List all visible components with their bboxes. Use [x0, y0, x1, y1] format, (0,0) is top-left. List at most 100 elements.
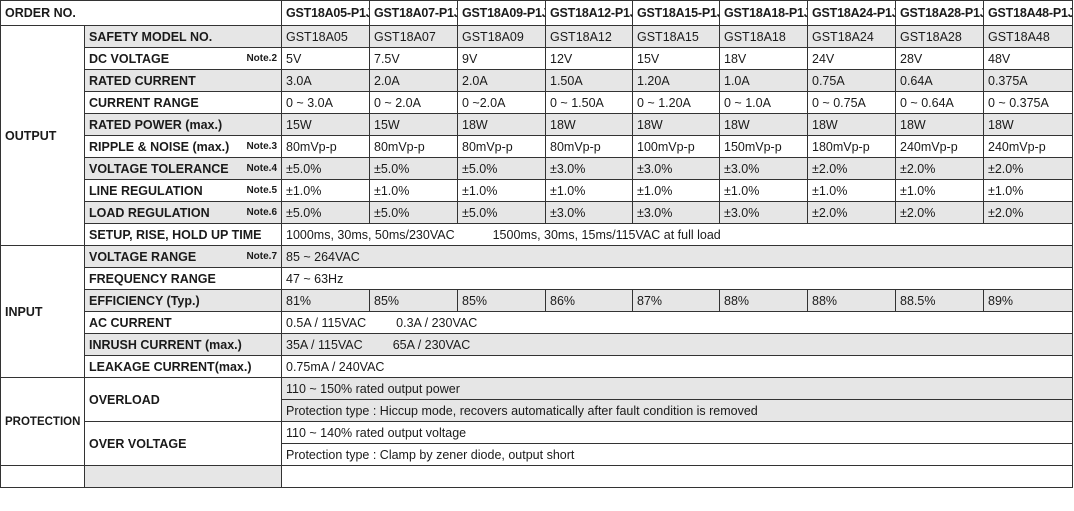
value-cell: 0 ~ 0.375A [983, 91, 1073, 114]
efficiency-value: 89% [983, 289, 1073, 312]
efficiency-value: 81% [281, 289, 370, 312]
value-cell: 0.64A [895, 69, 984, 92]
efficiency-label: EFFICIENCY (Typ.) [84, 289, 282, 312]
row-label: LINE REGULATION Note.5 [84, 179, 282, 202]
value-cell: 1.50A [545, 69, 633, 92]
efficiency-value: 85% [457, 289, 546, 312]
row-label: SAFETY MODEL NO. [84, 25, 282, 48]
value-cell: 80mVp-p [545, 135, 633, 158]
frequency-range-label: FREQUENCY RANGE [84, 267, 282, 290]
row-label-text: CURRENT RANGE [89, 95, 199, 110]
spec-table: ORDER NO. GST18A05-P1J GST18A07-P1J GST1… [0, 0, 1073, 488]
value-cell: 0 ~ 3.0A [281, 91, 370, 114]
output-row: RIPPLE & NOISE (max.) Note.3 80mVp-p 80mVp-… [1, 135, 1073, 158]
value-cell: ±1.0% [369, 179, 458, 202]
inrush-current-row: INRUSH CURRENT (max.) 35A / 115VAC 65A / … [1, 333, 1073, 356]
value-cell: 18W [719, 113, 808, 136]
value-cell: ±3.0% [632, 157, 720, 180]
value-cell: GST18A15 [632, 25, 720, 48]
value-cell: 0 ~ 2.0A [369, 91, 458, 114]
value-cell: 18W [983, 113, 1073, 136]
overload-line-1: 110 ~ 150% rated output power [281, 377, 1073, 400]
protection-section-label: PROTECTION [0, 377, 85, 466]
value-cell: GST18A48 [983, 25, 1073, 48]
inrush-current-b: 65A / 230VAC [392, 337, 471, 352]
value-cell: ±5.0% [457, 201, 546, 224]
row-label-text: SAFETY MODEL NO. [89, 29, 213, 44]
value-cell: ±5.0% [281, 201, 370, 224]
value-cell: GST18A24 [807, 25, 896, 48]
value-cell: 0 ~ 1.50A [545, 91, 633, 114]
value-cell: 0.75A [807, 69, 896, 92]
value-cell: 9V [457, 47, 546, 70]
value-cell: 7.5V [369, 47, 458, 70]
ac-current-value: 0.5A / 115VAC 0.3A / 230VAC [281, 311, 1073, 334]
voltage-range-note: Note.7 [246, 250, 277, 262]
frequency-range-value: 47 ~ 63Hz [281, 267, 1073, 290]
value-cell: GST18A28 [895, 25, 984, 48]
value-cell: 1.0A [719, 69, 808, 92]
value-cell: ±5.0% [281, 157, 370, 180]
value-cell: GST18A12 [545, 25, 633, 48]
cutoff-cell [0, 465, 85, 488]
value-cell: ±3.0% [545, 201, 633, 224]
value-cell: ±2.0% [807, 201, 896, 224]
value-cell: ±1.0% [545, 179, 633, 202]
row-note: Note.3 [246, 140, 277, 152]
order-no-label: ORDER NO. [0, 0, 282, 26]
row-label: RIPPLE & NOISE (max.) Note.3 [84, 135, 282, 158]
leakage-current-label: LEAKAGE CURRENT(max.) [84, 355, 282, 378]
header-row: ORDER NO. GST18A05-P1J GST18A07-P1J GST1… [0, 0, 1073, 26]
ac-current-b: 0.3A / 230VAC [396, 315, 478, 330]
value-cell: 0 ~ 1.0A [719, 91, 808, 114]
setup-row: SETUP, RISE, HOLD UP TIME 1000ms, 30ms, … [1, 223, 1073, 246]
value-cell: ±5.0% [369, 201, 458, 224]
model-header: GST18A28-P1J [895, 0, 984, 26]
value-cell: GST18A09 [457, 25, 546, 48]
voltage-range-text: VOLTAGE RANGE [89, 249, 197, 264]
value-cell: ±2.0% [983, 157, 1073, 180]
value-cell: 12V [545, 47, 633, 70]
model-header: GST18A48-P1J [983, 0, 1073, 26]
output-row: DC VOLTAGE Note.2 5V 7.5V 9V 12V 15V 18V 24V 28V 4… [1, 47, 1073, 70]
row-label: RATED POWER (max.) [84, 113, 282, 136]
cutoff-cell [281, 465, 1073, 488]
input-section-label: INPUT [0, 245, 85, 378]
inrush-current-label: INRUSH CURRENT (max.) [84, 333, 282, 356]
row-note: Note.4 [246, 162, 277, 174]
row-note: Note.5 [246, 184, 277, 196]
value-cell: 15V [632, 47, 720, 70]
ac-current-a: 0.5A / 115VAC [286, 315, 367, 330]
value-cell: 80mVp-p [369, 135, 458, 158]
value-cell: 1.20A [632, 69, 720, 92]
model-header: GST18A09-P1J [457, 0, 546, 26]
output-row: RATED POWER (max.) 15W 15W 18W 18W 18W 18W 18W 1… [1, 113, 1073, 136]
efficiency-value: 87% [632, 289, 720, 312]
efficiency-value: 85% [369, 289, 458, 312]
value-cell: 18W [632, 113, 720, 136]
value-cell: ±3.0% [632, 201, 720, 224]
row-label-text: RIPPLE & NOISE (max.) [89, 139, 230, 154]
output-section-label: OUTPUT [0, 25, 85, 246]
row-note: Note.2 [246, 52, 277, 64]
value-cell: ±2.0% [895, 157, 984, 180]
output-row: OUTPUT SAFETY MODEL NO. GST18A05 GST18A07 GS… [0, 25, 1073, 246]
value-cell: ±1.0% [895, 179, 984, 202]
value-cell: 240mVp-p [895, 135, 984, 158]
over-voltage-line-1: 110 ~ 140% rated output voltage [281, 421, 1073, 444]
voltage-range-row: INPUT VOLTAGE RANGE Note.7 85 ~ 264VAC [0, 245, 1073, 378]
value-cell: 2.0A [457, 69, 546, 92]
setup-value: 1000ms, 30ms, 50ms/230VAC 1500ms, 30ms, 1… [281, 223, 1073, 246]
value-cell: ±3.0% [545, 157, 633, 180]
output-section: ORDER NO. GST18A05-P1J GST18A07-P1J GST1… [0, 0, 1073, 488]
leakage-current-value: 0.75mA / 240VAC [281, 355, 1073, 378]
value-cell: 18V [719, 47, 808, 70]
value-cell: 0 ~2.0A [457, 91, 546, 114]
value-cell: 18W [545, 113, 633, 136]
efficiency-value: 88% [807, 289, 896, 312]
inrush-current-value: 35A / 115VAC 65A / 230VAC [281, 333, 1073, 356]
value-cell: ±1.0% [457, 179, 546, 202]
value-cell: ±3.0% [719, 157, 808, 180]
model-header: GST18A05-P1J [281, 0, 370, 26]
value-cell: ±5.0% [369, 157, 458, 180]
